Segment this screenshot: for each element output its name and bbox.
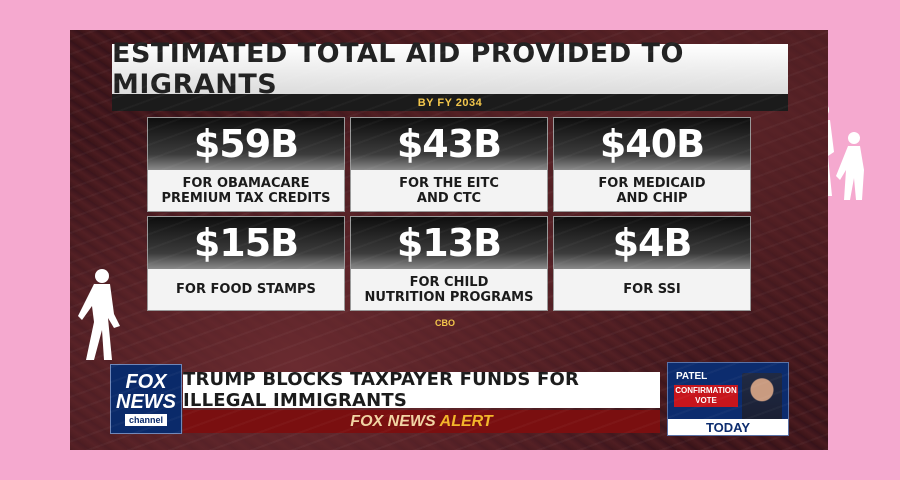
alert-word: ALERT bbox=[439, 412, 493, 430]
graphic-title: ESTIMATED TOTAL AID PROVIDED TO MIGRANTS bbox=[112, 38, 788, 100]
aid-label: FOR MEDICAID AND CHIP bbox=[554, 170, 750, 211]
aid-card: $43B FOR THE EITC AND CTC bbox=[350, 117, 548, 212]
aid-amount: $59B bbox=[148, 118, 344, 170]
aid-cards-grid: $59B FOR OBAMACARE PREMIUM TAX CREDITS $… bbox=[147, 117, 752, 311]
broadcast-frame: ESTIMATED TOTAL AID PROVIDED TO MIGRANTS… bbox=[70, 30, 828, 450]
aid-card: $15B FOR FOOD STAMPS bbox=[147, 216, 345, 311]
promo-name: PATEL bbox=[676, 371, 708, 382]
promo-tag: CONFIRMATION VOTE bbox=[674, 385, 738, 407]
aid-label: FOR FOOD STAMPS bbox=[148, 269, 344, 310]
aid-card: $59B FOR OBAMACARE PREMIUM TAX CREDITS bbox=[147, 117, 345, 212]
source-credit: CBO bbox=[435, 318, 455, 328]
aid-amount: $15B bbox=[148, 217, 344, 269]
news-alert-bar: FOX NEWS ALERT bbox=[183, 410, 660, 433]
aid-card: $40B FOR MEDICAID AND CHIP bbox=[553, 117, 751, 212]
aid-label: FOR SSI bbox=[554, 269, 750, 310]
lower-third-headline: TRUMP BLOCKS TAXPAYER FUNDS FOR ILLEGAL … bbox=[183, 369, 660, 411]
promo-tag-line-2: VOTE bbox=[695, 396, 717, 405]
aid-card: $13B FOR CHILD NUTRITION PROGRAMS bbox=[350, 216, 548, 311]
aid-amount: $13B bbox=[351, 217, 547, 269]
aid-label: FOR THE EITC AND CTC bbox=[351, 170, 547, 211]
aid-card: $4B FOR SSI bbox=[553, 216, 751, 311]
logo-line-1: FOX bbox=[125, 371, 167, 393]
portrait-image bbox=[742, 373, 782, 421]
fox-news-channel-logo: FOX NEWS channel bbox=[110, 364, 182, 434]
aid-label: FOR OBAMACARE PREMIUM TAX CREDITS bbox=[148, 170, 344, 211]
aid-amount: $40B bbox=[554, 118, 750, 170]
aid-label: FOR CHILD NUTRITION PROGRAMS bbox=[351, 269, 547, 310]
walking-person-silhouette bbox=[78, 269, 120, 360]
logo-line-3: channel bbox=[124, 414, 167, 426]
graphic-subtitle: BY FY 2034 bbox=[112, 94, 788, 111]
logo-line-2: NEWS bbox=[116, 391, 176, 413]
promo-tag-line-1: CONFIRMATION bbox=[675, 386, 737, 395]
aid-amount: $4B bbox=[554, 217, 750, 269]
promo-when: TODAY bbox=[668, 419, 788, 435]
confirmation-vote-promo: PATEL CONFIRMATION VOTE TODAY bbox=[667, 362, 789, 436]
alert-brand: FOX NEWS bbox=[350, 412, 436, 430]
aid-amount: $43B bbox=[351, 118, 547, 170]
